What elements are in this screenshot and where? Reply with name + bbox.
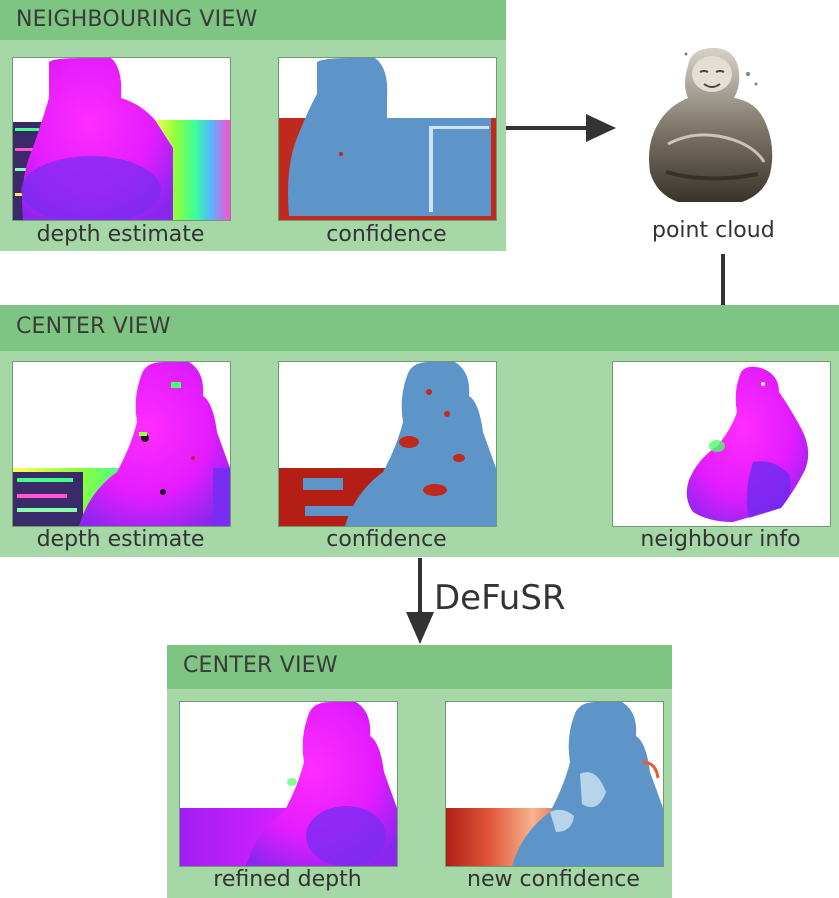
neighbour-info-caption: neighbour info <box>640 527 801 552</box>
defusr-label: DeFuSR <box>434 578 566 618</box>
refined-depth-image <box>179 701 398 867</box>
point-cloud-caption: point cloud <box>652 218 775 243</box>
new-confidence-caption: new confidence <box>467 867 640 892</box>
center-confidence-caption: confidence <box>326 527 447 552</box>
center-depth-caption: depth estimate <box>36 527 205 552</box>
result-view-panel: CENTER VIEW refined depth new confidence <box>167 645 672 898</box>
arrow-defusr <box>406 558 434 644</box>
center-view-title: CENTER VIEW <box>0 305 839 351</box>
neighbouring-depth-caption: depth estimate <box>36 222 205 247</box>
center-depth-image <box>12 361 231 527</box>
arrow-to-point-cloud <box>506 114 616 142</box>
center-view-panel: CENTER VIEW depth estimate <box>0 305 839 557</box>
point-cloud-image <box>638 44 798 214</box>
neighbouring-depth-image <box>12 57 231 221</box>
refined-depth-caption: refined depth <box>213 867 362 892</box>
result-view-title: CENTER VIEW <box>167 645 672 689</box>
neighbouring-view-panel: NEIGHBOURING VIEW depth estimate confide… <box>0 0 506 251</box>
new-confidence-image <box>445 701 664 867</box>
neighbouring-confidence-image <box>278 57 497 221</box>
neighbouring-view-title: NEIGHBOURING VIEW <box>0 0 506 40</box>
neighbour-info-image <box>612 361 831 527</box>
center-confidence-image <box>278 361 497 527</box>
neighbouring-confidence-caption: confidence <box>326 222 447 247</box>
